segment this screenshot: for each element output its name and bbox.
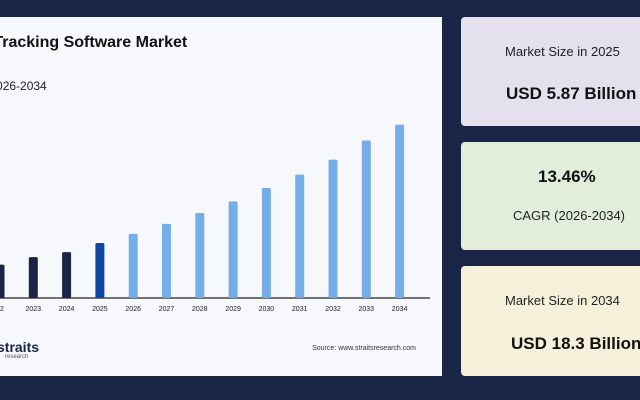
bar-2029	[228, 201, 238, 298]
chart-subtitle: ast 2026-2034	[0, 79, 47, 93]
bar-2027	[162, 223, 171, 298]
x-tick-label: 2033	[359, 306, 375, 313]
x-tick-label: 2030	[259, 306, 275, 313]
card-value: USD 5.87 Billion	[506, 84, 637, 103]
cagr-card: 13.46% CAGR (2026-2034)	[461, 142, 640, 250]
straits-logo-subtext: research	[5, 354, 29, 360]
card-value: 13.46%	[538, 167, 596, 186]
bar-chart: 22 2023 2024 2025 2026 2027 2028 2029 2030 2031 20…	[0, 124, 430, 313]
market-size-2025-card: Market Size in 2025 USD 5.87 Billion	[461, 17, 640, 126]
bar-2026	[128, 233, 138, 298]
x-tick-label: 2025	[92, 306, 108, 313]
bar-2032	[328, 159, 338, 298]
x-tick-label: 2026	[125, 306, 141, 313]
x-tick-label: 2032	[325, 306, 341, 313]
bar-2025	[95, 243, 105, 298]
x-tick-label: 2024	[59, 306, 75, 313]
straits-logo: straits	[0, 339, 40, 355]
card-value: USD 18.3 Billion	[511, 334, 640, 353]
x-tick-label: 2027	[159, 306, 175, 313]
source-note: Source: www.straitsresearch.com	[312, 345, 416, 352]
x-tick-label: 2023	[26, 306, 42, 313]
bar-2024	[62, 252, 72, 298]
bar-2031	[295, 174, 305, 298]
chart-title: e Tracking Software Market	[0, 34, 188, 51]
bar-2023	[28, 257, 38, 298]
bar-2030	[261, 188, 271, 298]
bar-2034	[395, 124, 405, 299]
x-tick-label: 2031	[292, 306, 308, 313]
x-tick-label: 22	[0, 306, 4, 313]
bar-2033	[361, 140, 371, 298]
card-label: Market Size in 2025	[505, 44, 620, 59]
card-label: CAGR (2026-2034)	[513, 208, 625, 223]
x-tick-label: 2029	[225, 306, 241, 313]
x-tick-label: 2034	[392, 306, 408, 313]
market-size-2034-card: Market Size in 2034 USD 18.3 Billion	[461, 266, 640, 376]
x-tick-label: 2028	[192, 306, 208, 313]
chart-panel: e Tracking Software Market ast 2026-2034…	[0, 17, 442, 376]
bar-2028	[195, 213, 205, 298]
bar-22	[0, 264, 5, 298]
card-label: Market Size in 2034	[505, 293, 620, 308]
